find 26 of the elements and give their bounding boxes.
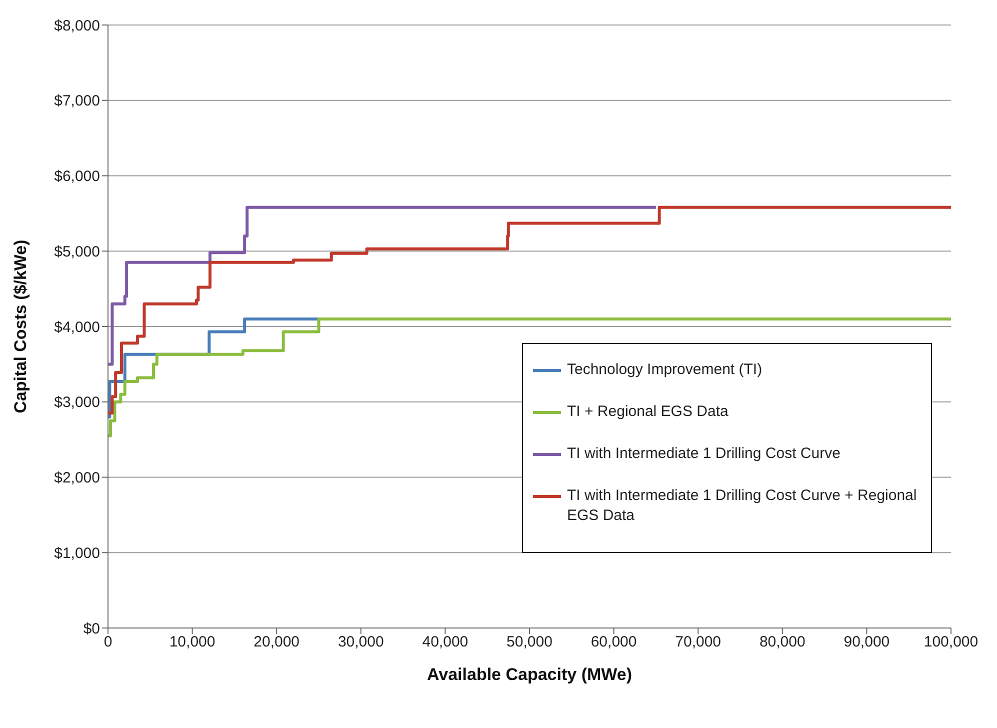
x-axis-title: Available Capacity (MWe) [426,665,632,684]
legend-label: TI with Intermediate 1 Drilling Cost Curve [567,444,840,464]
y-tick-label: $3,000 [54,394,100,412]
y-tick-label: $6,000 [54,168,100,186]
x-tick-label: 60,000 [590,634,637,651]
x-tick-label: 70,000 [675,634,722,651]
x-tick-label: 80,000 [759,634,806,651]
y-tick-label: $7,000 [54,92,100,110]
y-tick-label: $1,000 [54,544,100,562]
y-tick-label: $4,000 [54,318,100,336]
y-tick-label: $5,000 [54,243,100,260]
legend-label: TI with Intermediate 1 Drilling Cost Curve + Regional EGS Data [567,486,918,526]
x-tick-label: 0 [104,634,112,651]
y-axis-title: Capital Costs ($/kWe) [11,240,30,414]
legend-label: Technology Improvement (TI) [567,360,762,380]
y-tick-label: $0 [83,620,100,638]
x-tick-label: 90,000 [844,634,890,651]
legend-label: TI + Regional EGS Data [567,402,728,422]
x-tick-label: 50,000 [506,634,552,651]
x-tick-label: 10,000 [169,634,216,651]
x-tick-label: 40,000 [422,634,468,651]
y-tick-label: $2,000 [54,470,100,487]
x-tick-label: 100,000 [924,634,978,651]
x-tick-label: 20,000 [254,634,300,651]
x-tick-label: 30,000 [338,634,384,651]
y-tick-label: $8,000 [54,17,100,34]
